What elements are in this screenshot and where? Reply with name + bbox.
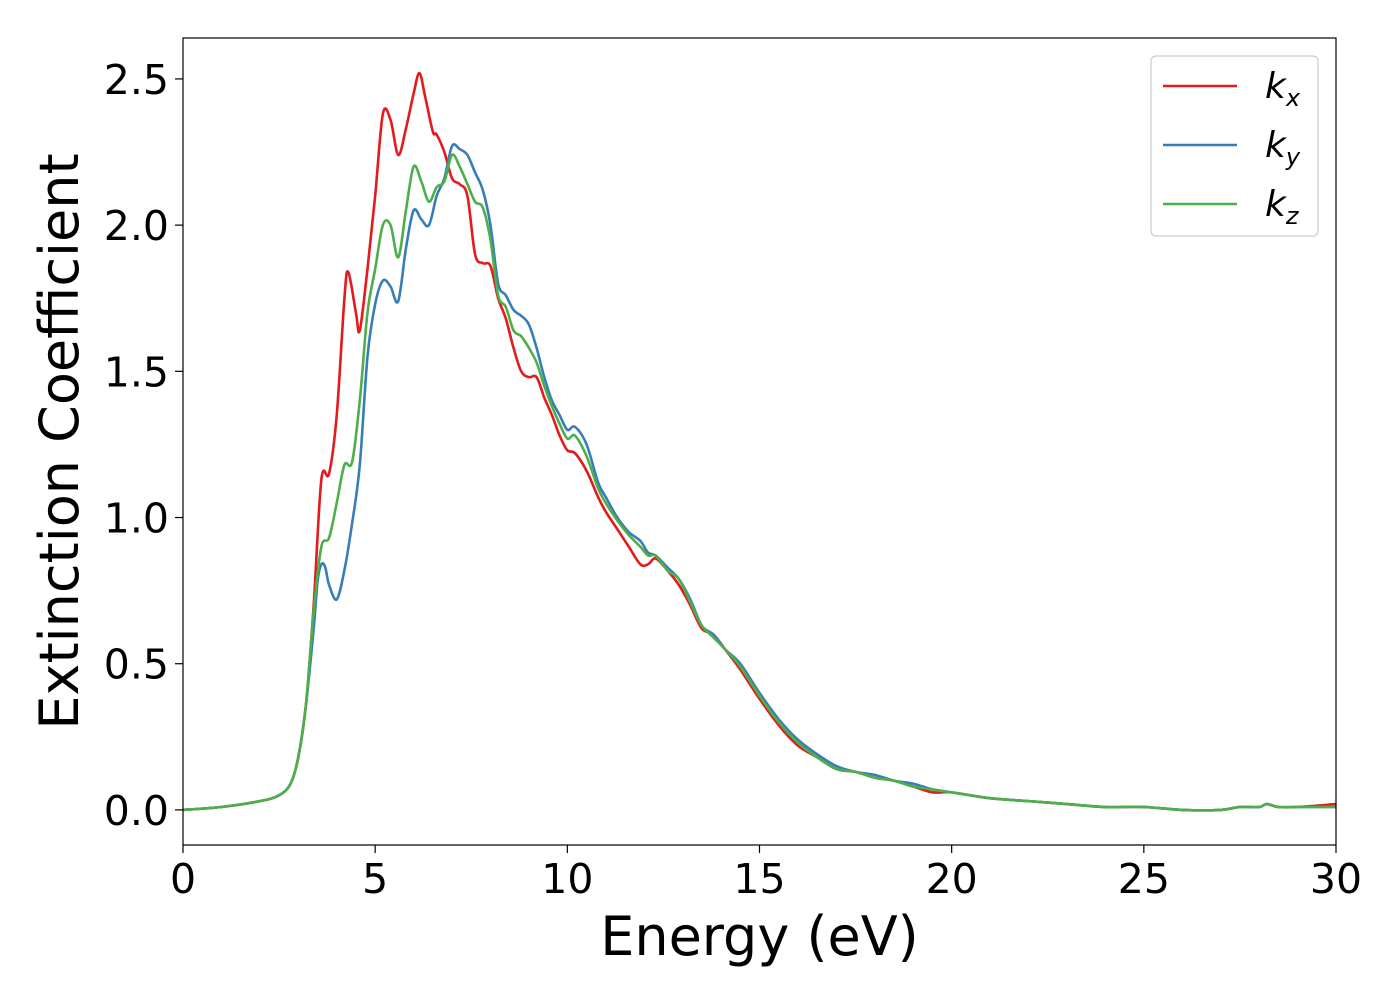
- x-tick-label: 20: [926, 855, 978, 903]
- x-tick-label: 15: [733, 855, 785, 903]
- legend-label-z: kz: [1265, 184, 1300, 230]
- y-tick-label: 2.5: [104, 56, 169, 104]
- x-axis-title: Energy (eV): [600, 905, 919, 968]
- series-line-x: [183, 71, 1336, 812]
- x-tick-label: 25: [1118, 855, 1170, 903]
- x-tick-label: 30: [1310, 855, 1362, 903]
- y-tick-label: 1.0: [104, 495, 169, 543]
- x-tick-label: 0: [170, 855, 196, 903]
- y-tick-label: 0.0: [104, 787, 169, 835]
- y-tick-label: 2.0: [104, 202, 169, 250]
- legend-label-x: kx: [1265, 66, 1301, 112]
- x-axis: 0 5 10 15 20 25 30: [170, 845, 1362, 903]
- series-line-z: [183, 153, 1336, 812]
- y-axis: 0.0 0.5 1.0 1.5 2.0 2.5: [104, 56, 183, 835]
- x-tick-label: 5: [362, 855, 388, 903]
- x-tick-label: 10: [541, 855, 593, 903]
- y-tick-label: 0.5: [104, 641, 169, 689]
- legend: kx ky kz: [1150, 55, 1319, 237]
- y-axis-title: Extinction Coefficient: [28, 153, 91, 729]
- y-tick-label: 1.5: [104, 348, 169, 396]
- legend-label-y: ky: [1265, 125, 1301, 171]
- series-layer: [183, 71, 1336, 812]
